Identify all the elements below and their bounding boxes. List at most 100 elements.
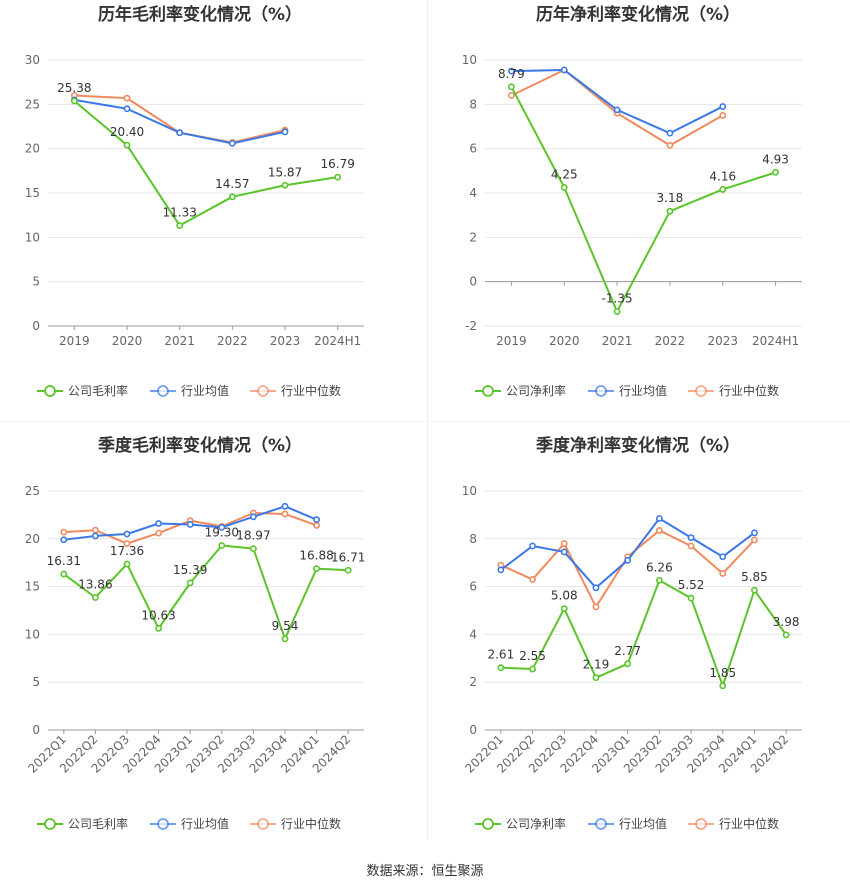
data-label: 16.31 bbox=[47, 554, 81, 568]
data-label: 16.71 bbox=[331, 550, 365, 564]
data-point-company bbox=[60, 570, 68, 578]
legend-swatch-marker bbox=[482, 385, 494, 397]
data-point-company bbox=[624, 660, 632, 668]
chart-title: 历年毛利率变化情况（%） bbox=[98, 4, 302, 25]
legend-swatch-marker bbox=[157, 385, 169, 397]
data-point-company bbox=[751, 586, 758, 594]
legend-swatch-marker bbox=[482, 818, 494, 830]
series-line-company bbox=[510, 86, 776, 313]
y-tick-label: 10 bbox=[462, 484, 477, 498]
data-point-industry_avg bbox=[281, 502, 289, 510]
legend-label: 行业均值 bbox=[619, 816, 667, 831]
data-label: 2.77 bbox=[614, 644, 641, 658]
y-tick-label: 15 bbox=[25, 580, 40, 594]
x-tick-label: 2023 bbox=[270, 334, 301, 348]
series-line-industry_median bbox=[500, 529, 756, 608]
y-tick-label: 8 bbox=[469, 532, 477, 546]
data-label: 2.61 bbox=[487, 648, 514, 662]
data-point-industry_median bbox=[313, 522, 320, 529]
data-label: 16.88 bbox=[299, 549, 333, 563]
y-tick-label: 25 bbox=[25, 484, 40, 498]
legend-label: 行业中位数 bbox=[719, 816, 779, 831]
data-point-industry_avg bbox=[228, 139, 236, 147]
legend-swatch-marker bbox=[257, 385, 269, 397]
data-point-industry_median bbox=[687, 542, 695, 550]
legend-label: 公司毛利率 bbox=[68, 383, 128, 398]
data-point-company bbox=[719, 682, 727, 690]
data-point-company bbox=[70, 97, 78, 105]
x-tick-label: 2023 bbox=[707, 334, 738, 348]
data-point-industry_median bbox=[719, 570, 727, 577]
data-point-industry_median bbox=[508, 92, 515, 99]
data-point-industry_avg bbox=[655, 515, 663, 522]
x-tick-label: 2024H1 bbox=[752, 334, 799, 348]
legend-swatch-marker bbox=[157, 818, 169, 830]
data-point-company bbox=[281, 635, 289, 643]
legend-label: 公司毛利率 bbox=[68, 816, 128, 831]
y-tick-label: 4 bbox=[469, 627, 477, 641]
y-tick-label: 10 bbox=[25, 627, 40, 641]
data-label: 16.79 bbox=[320, 157, 354, 171]
data-point-industry_avg bbox=[60, 536, 68, 544]
y-tick-label: 10 bbox=[25, 230, 40, 244]
data-label: 5.52 bbox=[678, 578, 705, 592]
y-tick-label: 5 bbox=[32, 275, 40, 289]
data-point-company bbox=[155, 624, 162, 632]
data-point-industry_avg bbox=[176, 129, 184, 137]
legend-swatch-marker bbox=[595, 818, 607, 830]
y-tick-label: 0 bbox=[32, 723, 40, 737]
data-point-industry_median bbox=[719, 112, 727, 119]
data-point-industry_avg bbox=[687, 534, 695, 542]
legend-label: 行业中位数 bbox=[281, 816, 341, 831]
data-point-industry_median bbox=[155, 529, 162, 537]
chart-title: 季度净利率变化情况（%） bbox=[536, 435, 740, 456]
data-point-company bbox=[497, 664, 505, 672]
data-label: 10.63 bbox=[141, 608, 175, 622]
data-point-industry_avg bbox=[751, 529, 758, 537]
chart-3: 季度毛利率变化情况（%）05101520252022Q12022Q22022Q3… bbox=[25, 435, 366, 831]
chart-4: 季度净利率变化情况（%）02468102022Q12022Q22022Q3202… bbox=[462, 435, 802, 831]
legend-label: 行业中位数 bbox=[719, 383, 779, 398]
data-point-industry_avg bbox=[218, 523, 226, 531]
data-point-industry_median bbox=[666, 141, 674, 149]
data-point-company bbox=[782, 631, 790, 639]
legend-label: 公司净利率 bbox=[506, 816, 566, 831]
legend: 公司净利率 行业均值 行业中位数 bbox=[475, 816, 779, 831]
data-label: 17.36 bbox=[110, 544, 144, 558]
series-line-industry_avg bbox=[500, 517, 756, 589]
data-point-company bbox=[186, 579, 194, 587]
legend-label: 行业中位数 bbox=[281, 383, 341, 398]
data-point-company bbox=[281, 181, 289, 189]
data-label: 18.97 bbox=[236, 529, 270, 543]
data-point-industry_median bbox=[529, 576, 536, 583]
data-point-company bbox=[508, 83, 515, 91]
legend-swatch-marker bbox=[44, 818, 56, 830]
x-tick-label: 2021 bbox=[164, 334, 195, 348]
data-point-industry_avg bbox=[123, 530, 131, 538]
panel-divider-vertical bbox=[427, 0, 428, 840]
chart-title: 历年净利率变化情况（%） bbox=[536, 4, 740, 25]
data-label: 5.85 bbox=[741, 570, 768, 584]
y-tick-label: 15 bbox=[25, 186, 40, 200]
series-line-company bbox=[63, 544, 349, 640]
data-point-industry_avg bbox=[508, 67, 515, 75]
x-tick-label: 2022 bbox=[655, 334, 686, 348]
data-point-industry_avg bbox=[529, 542, 536, 550]
data-point-company bbox=[176, 222, 184, 229]
y-tick-label: 30 bbox=[25, 53, 40, 67]
data-label: 1.85 bbox=[709, 666, 736, 680]
data-point-company bbox=[719, 186, 727, 193]
chart-2: 历年净利率变化情况（%） -2 0 2 4 6 8 10 2019 2020 2021 2022 202… bbox=[462, 4, 802, 398]
data-point-industry_avg bbox=[560, 548, 568, 556]
data-label: 6.26 bbox=[646, 560, 673, 574]
data-label: 14.57 bbox=[215, 177, 249, 191]
data-point-industry_avg bbox=[560, 66, 568, 74]
data-point-industry_median bbox=[123, 540, 131, 547]
data-point-company bbox=[560, 184, 568, 191]
data-point-company bbox=[92, 594, 99, 601]
data-point-company bbox=[592, 674, 600, 682]
data-point-company bbox=[655, 576, 663, 584]
y-tick-label: 10 bbox=[462, 53, 477, 67]
data-point-company bbox=[687, 594, 695, 602]
